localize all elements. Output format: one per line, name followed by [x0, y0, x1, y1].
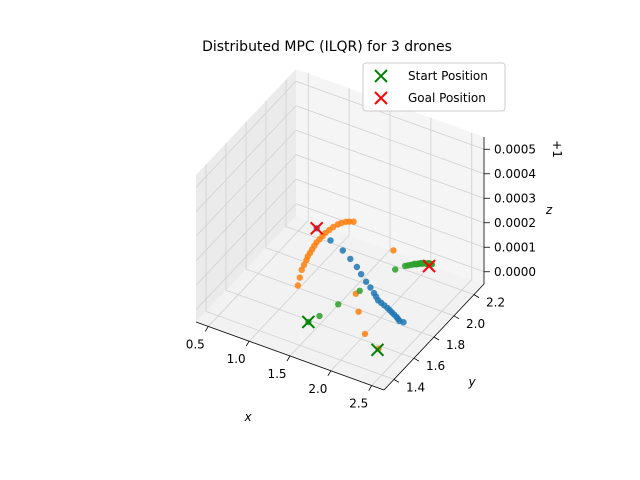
axes-ticks: 0.51.01.52.02.51.41.61.82.02.20.00000.00… [186, 142, 536, 410]
start-position-marker [301, 315, 316, 329]
start-position-marker [370, 343, 385, 357]
legend-start-label: Start Position [408, 69, 488, 83]
y-tick [393, 379, 400, 383]
z-gridline [295, 203, 485, 273]
data-point [316, 312, 323, 320]
y-gridline [265, 247, 455, 317]
legend-goal-marker [374, 91, 388, 105]
data-point [300, 261, 308, 269]
y-tick-label: 1.6 [426, 359, 445, 373]
z-gridline [295, 80, 485, 150]
z-tick-label: 0.0002 [494, 216, 536, 230]
legend-start-marker [374, 69, 388, 83]
z-gridline [195, 129, 297, 237]
y-tick-label: 1.8 [446, 338, 465, 352]
z-axis-label: z [545, 203, 553, 217]
legend: Start Position Goal Position [362, 62, 506, 112]
y-tick-label: 2.0 [466, 317, 485, 331]
data-point [361, 330, 369, 338]
x-tick-label: 1.0 [227, 352, 246, 366]
z-gridline [195, 203, 297, 311]
data-point [367, 284, 374, 291]
z-gridline [195, 80, 297, 188]
y-tick [453, 315, 460, 320]
data-point [390, 247, 397, 254]
z-gridline [195, 105, 297, 213]
legend-goal-label: Goal Position [408, 91, 486, 105]
x-tick [286, 355, 291, 362]
data-point [347, 255, 354, 263]
data-point [294, 282, 302, 289]
x-tick-label: 2.5 [349, 397, 368, 411]
z-tick-label: 0.0000 [494, 265, 536, 279]
x-axis-label: x [243, 410, 252, 424]
data-point [355, 308, 362, 315]
x-tick-label: 1.5 [267, 367, 286, 381]
y-tick-label: 2.2 [486, 296, 505, 310]
data-point [356, 287, 363, 294]
legend-goal-x-glyph [374, 91, 388, 105]
z-gridline [195, 178, 297, 286]
data-point [335, 301, 342, 308]
z-tick-label: 0.0005 [494, 142, 536, 156]
data-point [329, 223, 337, 231]
x-tick [327, 370, 332, 376]
x-tick [368, 385, 373, 391]
x-tick-label: 0.5 [186, 337, 205, 351]
z-tick-label: 0.0004 [494, 167, 536, 181]
position-markers [301, 221, 436, 357]
data-point [353, 263, 361, 271]
goal-position-marker [422, 259, 436, 273]
y-tick [473, 294, 480, 298]
y-tick-label: 1.4 [406, 380, 425, 394]
x-tick [245, 341, 250, 347]
z-offset-label: +1 [550, 140, 564, 158]
data-point [296, 274, 303, 281]
data-point [327, 237, 334, 244]
y-tick [413, 357, 420, 362]
data-point [357, 271, 365, 278]
data-point [339, 247, 346, 254]
z-tick-label: 0.0001 [494, 240, 536, 254]
legend-start-x-glyph [374, 69, 388, 83]
data-point [370, 289, 378, 297]
data-point [298, 266, 305, 273]
z-gridline [295, 129, 485, 199]
y-gridline [225, 289, 415, 359]
z-gridline [295, 154, 485, 224]
legend-frame [362, 62, 506, 112]
data-point [362, 278, 370, 285]
z-tick-label: 0.0003 [494, 191, 536, 205]
chart-title: Distributed MPC (ILQR) for 3 drones [202, 39, 452, 55]
y-gridline [205, 311, 395, 380]
data-point [392, 266, 399, 273]
x-tick-label: 2.0 [308, 382, 327, 396]
y-tick [433, 336, 440, 341]
axes-gridlines [195, 73, 485, 386]
z-gridline [195, 154, 297, 262]
z-gridline [295, 178, 485, 248]
data-point [350, 218, 357, 225]
z-gridline [295, 105, 485, 175]
y-axis-label: y [467, 375, 476, 389]
x-tick [204, 326, 209, 332]
goal-position-marker [309, 221, 324, 236]
